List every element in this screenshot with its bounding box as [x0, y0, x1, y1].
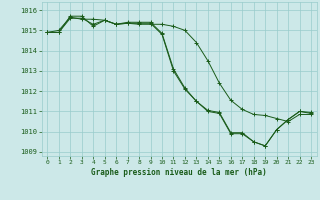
X-axis label: Graphe pression niveau de la mer (hPa): Graphe pression niveau de la mer (hPa) — [91, 168, 267, 177]
